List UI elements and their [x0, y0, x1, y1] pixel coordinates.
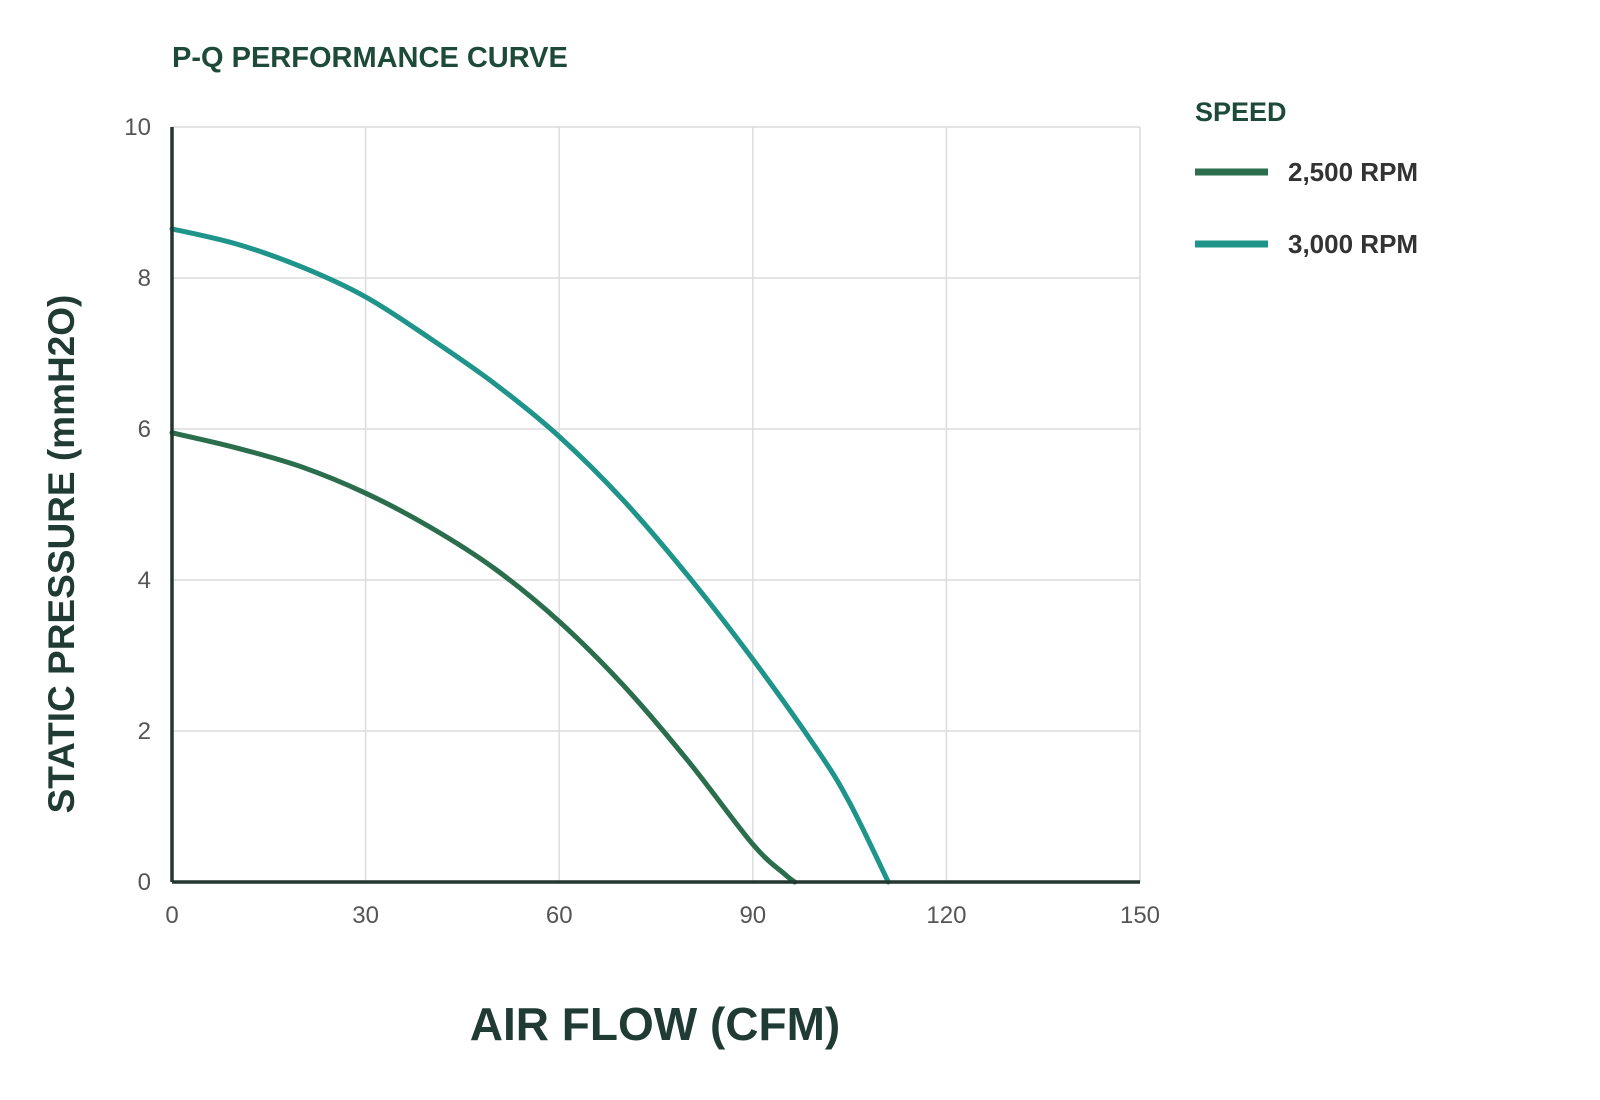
x-tick-label: 150	[1120, 902, 1160, 929]
y-tick-label: 10	[124, 114, 151, 141]
x-axis-label: AIR FLOW (CFM)	[470, 998, 840, 1050]
legend-label-2: 3,000 RPM	[1288, 229, 1418, 259]
x-tick-label: 120	[926, 902, 966, 929]
series-lines	[169, 226, 891, 885]
series-line-1	[169, 430, 798, 885]
y-tick-label: 0	[138, 869, 151, 896]
grid-lines	[172, 126, 1141, 882]
series-line-2	[169, 226, 891, 885]
axes	[170, 127, 1140, 884]
y-tick-label: 6	[138, 416, 151, 443]
y-tick-label: 4	[138, 567, 151, 594]
legend: SPEED 2,500 RPM 3,000 RPM	[1195, 97, 1418, 259]
chart-title: P-Q PERFORMANCE CURVE	[172, 42, 568, 74]
y-tick-label: 2	[138, 718, 151, 745]
tick-labels: 0 30 60 90 120 150 0 2 4 6 8 10	[124, 114, 1160, 929]
x-tick-label: 0	[165, 902, 178, 929]
legend-label-1: 2,500 RPM	[1288, 157, 1418, 187]
legend-title: SPEED	[1195, 97, 1287, 127]
y-axis-label: STATIC PRESSURE (mmH2O)	[41, 295, 82, 814]
x-tick-label: 60	[546, 902, 573, 929]
x-tick-label: 90	[739, 902, 766, 929]
x-tick-label: 30	[352, 902, 379, 929]
y-tick-label: 8	[138, 265, 151, 292]
